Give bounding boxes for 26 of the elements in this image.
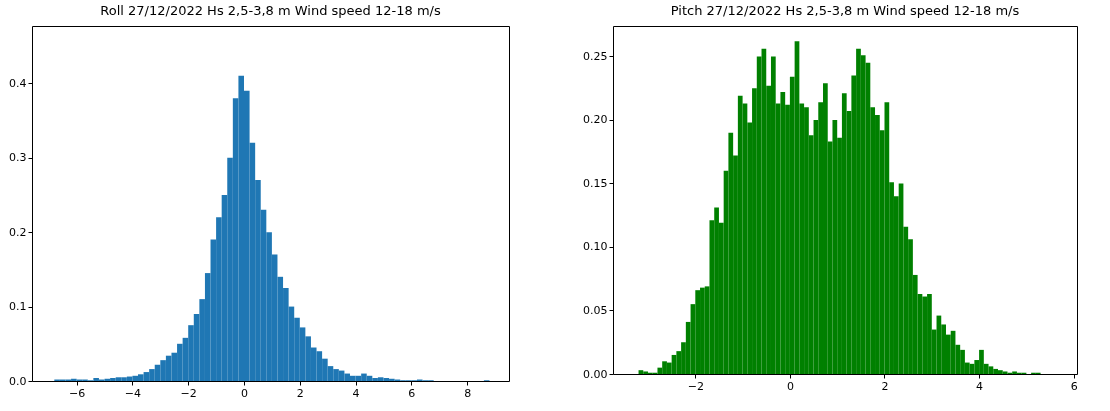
x-tick-label: −4 (124, 386, 142, 400)
x-tick-label: 4 (352, 386, 360, 400)
x-tick-label: 6 (408, 386, 416, 400)
y-tick-label: 0.15 (583, 176, 608, 190)
y-tick-label: 0.25 (583, 49, 608, 63)
y-tick-label: 0.3 (9, 151, 27, 165)
y-tick-label: 0.0 (9, 374, 27, 388)
y-tick-label: 0.4 (9, 76, 27, 90)
x-tick-label: 2 (881, 379, 889, 393)
y-tick-label: 0.10 (583, 240, 608, 254)
y-tick-label: 0.20 (583, 113, 608, 127)
x-tick-label: 2 (296, 386, 304, 400)
y-tick-label: 0.05 (583, 304, 608, 317)
y-tick-label: 0.2 (9, 225, 27, 239)
x-tick-label: −2 (687, 379, 704, 393)
x-tick-label: 0 (786, 379, 794, 393)
x-tick-label: −2 (180, 386, 197, 400)
x-tick-label: 4 (976, 379, 984, 393)
y-tick-label: 0.00 (583, 367, 608, 381)
x-tick-label: 0 (241, 386, 248, 400)
x-tick-label: 6 (1070, 379, 1078, 393)
x-tick-label: 8 (464, 386, 472, 400)
chart-title: Roll 27/12/2022 Hs 2,5-3,8 m Wind speed 12-18 m/s (100, 3, 441, 18)
y-tick-label: 0.1 (9, 300, 27, 314)
x-tick-label: −6 (69, 386, 86, 400)
chart-title: Pitch 27/12/2022 Hs 2,5-3,8 m Wind speed 12-18 m/s (670, 3, 1020, 18)
